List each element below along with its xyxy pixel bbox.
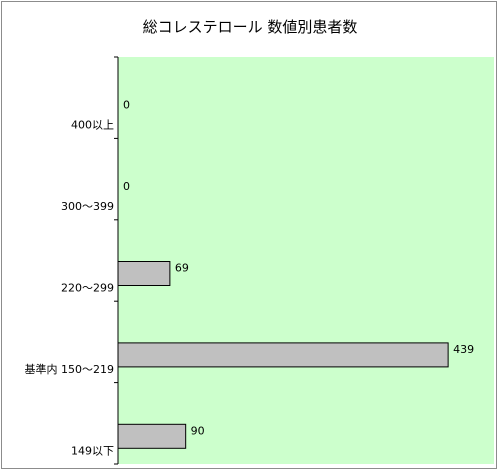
chart-marks: 0 400以上 0 300～399 69 220～299 439 基準内 150～219 90 1… — [25, 56, 474, 465]
data-label: 90 — [191, 424, 205, 437]
bar — [117, 261, 171, 286]
y-tick-label: 400以上 — [71, 119, 114, 132]
chart-title: 総コレステロール 数値別患者数 — [143, 18, 358, 36]
y-tick-label: 300～399 — [61, 200, 114, 213]
plot-area — [118, 57, 494, 464]
bar — [117, 342, 449, 368]
data-label: 0 — [123, 180, 130, 193]
data-label: 0 — [123, 99, 130, 112]
y-tick-label: 基準内 150～219 — [25, 362, 115, 376]
y-tick-label: 220～299 — [61, 282, 114, 295]
data-label: 69 — [175, 262, 189, 275]
data-label: 439 — [453, 343, 474, 356]
y-tick-label: 149以下 — [71, 444, 114, 457]
bar — [117, 423, 187, 449]
